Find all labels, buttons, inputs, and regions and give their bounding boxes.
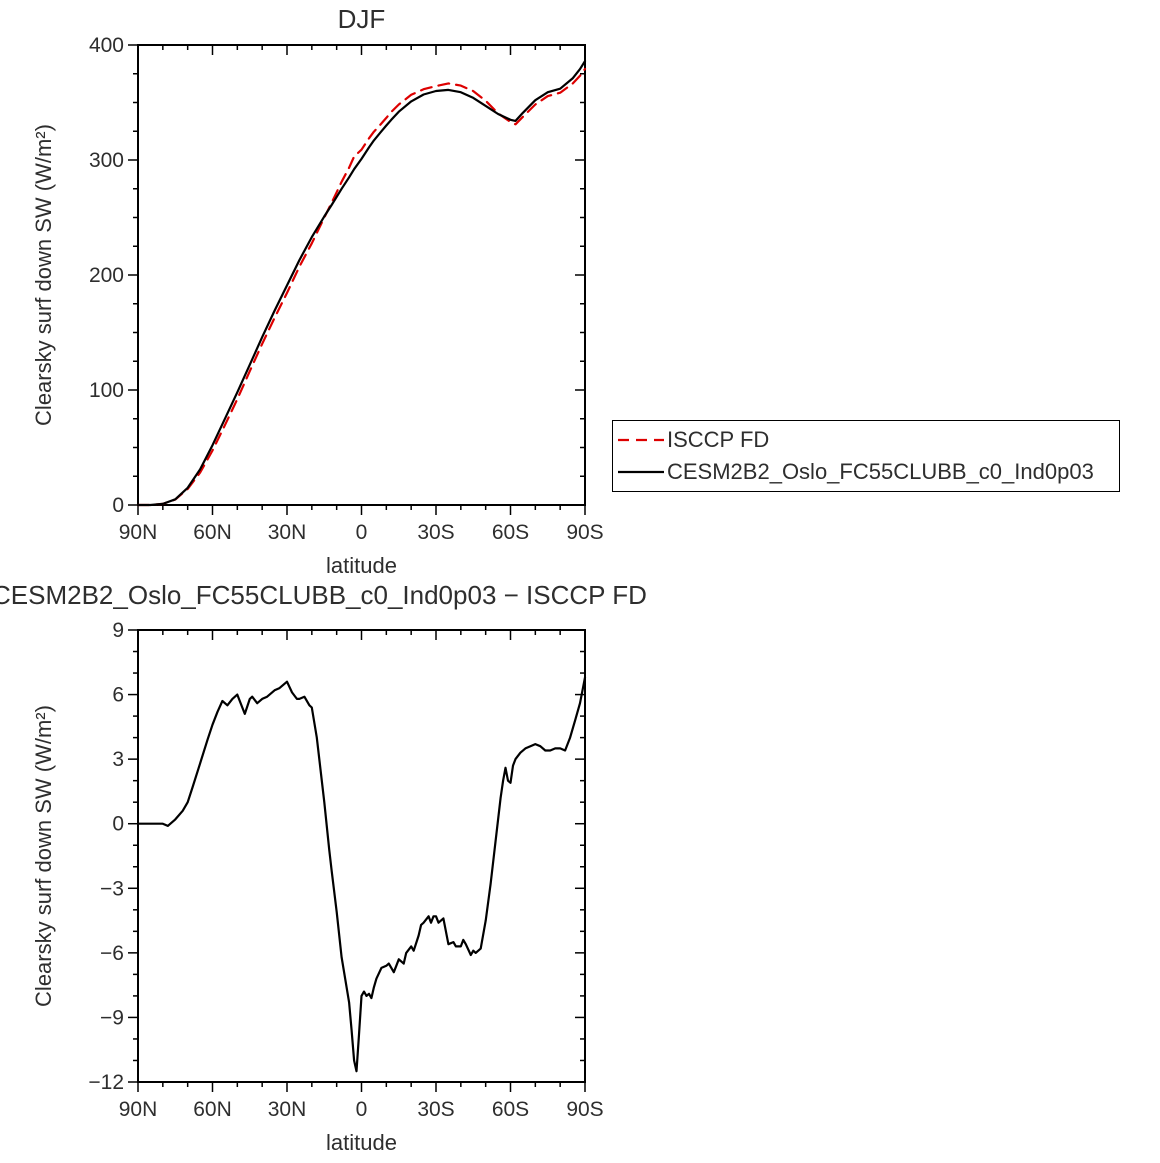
difference-plot-frame	[137, 629, 586, 1083]
x-tick-label: 60S	[492, 521, 529, 544]
legend-label-isccp-fd: ISCCP FD	[667, 427, 770, 452]
y-tick-label: 200	[89, 264, 124, 287]
x-tick-label: 90S	[566, 1098, 603, 1121]
bottom-chart-y-axis-label: Clearsky surf down SW (W/m²)	[31, 705, 56, 1007]
difference-chart: 90N 60N 30N 0 30S 60S 90S −12 −9 −6 −3 0 3 6 9	[88, 619, 603, 1121]
legend-label-cesm-model: CESM2B2_Oslo_FC55CLUBB_c0_Ind0p03	[667, 459, 1094, 484]
y-tick-label: 0	[112, 494, 124, 517]
x-tick-label: 30S	[417, 1098, 454, 1121]
legend-entry-cesm-model: CESM2B2_Oslo_FC55CLUBB_c0_Ind0p03	[618, 459, 1119, 485]
series-cesm-model	[136, 60, 587, 507]
djf-chart: 90N 60N 30N 0 30S 60S 90S 0 100 200 300 400	[89, 34, 604, 544]
x-tick-label: 60N	[193, 521, 232, 544]
legend-box: ISCCP FD CESM2B2_Oslo_FC55CLUBB_c0_Ind0p…	[612, 420, 1120, 492]
legend-entry-isccp-fd: ISCCP FD	[618, 427, 1119, 453]
series-model-minus-isccp	[136, 676, 587, 1073]
x-tick-label: 30N	[268, 1098, 307, 1121]
x-tick-label: 60N	[193, 1098, 232, 1121]
legend-solid-line-sample-icon	[618, 470, 664, 474]
y-tick-label: −9	[100, 1006, 124, 1029]
x-tick-label: 0	[356, 521, 368, 544]
y-tick-label: 0	[112, 813, 124, 836]
top-chart-y-axis-label: Clearsky surf down SW (W/m²)	[31, 124, 56, 426]
bottom-chart-x-axis-label: latitude	[326, 1130, 397, 1155]
x-tick-label: 60S	[492, 1098, 529, 1121]
top-chart-x-axis-label: latitude	[326, 553, 397, 578]
x-tick-label: 0	[356, 1098, 368, 1121]
x-tick-label: 90N	[119, 1098, 158, 1121]
y-tick-label: −6	[100, 942, 124, 965]
x-tick-label: 90N	[119, 521, 158, 544]
y-tick-label: 300	[89, 149, 124, 172]
y-tick-label: −3	[100, 877, 124, 900]
x-tick-label: 30N	[268, 521, 307, 544]
y-tick-label: 100	[89, 379, 124, 402]
legend-dashed-line-sample-icon	[618, 438, 664, 442]
x-tick-label: 90S	[566, 521, 603, 544]
x-tick-label: 30S	[417, 521, 454, 544]
top-chart-title: DJF	[337, 4, 386, 34]
y-tick-label: 400	[89, 34, 124, 57]
bottom-chart-title: CESM2B2_Oslo_FC55CLUBB_c0_Ind0p03 − ISCC…	[0, 580, 647, 610]
djf-plot-frame	[137, 44, 586, 506]
y-tick-label: 6	[112, 684, 124, 707]
y-tick-label: −12	[88, 1071, 124, 1094]
y-tick-label: 3	[112, 748, 124, 771]
series-isccp-fd	[136, 67, 587, 507]
y-tick-label: 9	[112, 619, 124, 642]
